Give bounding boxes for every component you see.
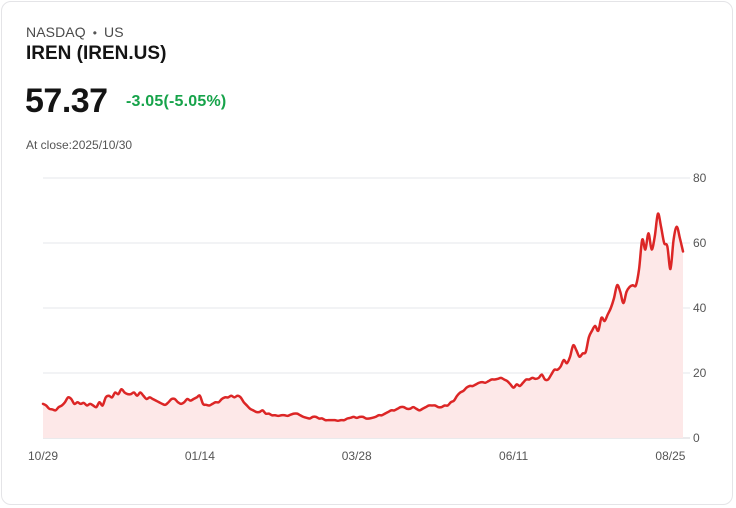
y-tick-label: 0 (693, 431, 700, 445)
y-tick-label: 80 (693, 171, 707, 185)
exchange-label: NASDAQ (26, 24, 86, 40)
x-tick-label: 06/11 (499, 449, 528, 463)
price-area-fill (43, 213, 683, 438)
market-label: US (104, 24, 124, 40)
close-date: At close:2025/10/30 (26, 138, 133, 152)
x-tick-label: 01/14 (185, 449, 215, 463)
exchange-line: NASDAQ • US (26, 24, 124, 40)
separator-dot: • (92, 26, 98, 40)
y-tick-label: 20 (693, 366, 707, 380)
current-price: 57.37 (25, 82, 108, 120)
x-tick-label: 08/25 (655, 449, 685, 463)
price-change: -3.05(-5.05%) (126, 93, 227, 110)
x-tick-label: 10/29 (28, 449, 58, 463)
price-line (41, 212, 685, 423)
x-tick-label: 03/28 (342, 449, 372, 463)
ticker-title: IREN (IREN.US) (26, 43, 167, 64)
y-tick-label: 40 (693, 301, 707, 315)
axis-labels: 0 20 40 60 80 10/29 01/14 03/28 06/11 08/25 (28, 171, 707, 463)
y-tick-label: 60 (693, 236, 707, 250)
